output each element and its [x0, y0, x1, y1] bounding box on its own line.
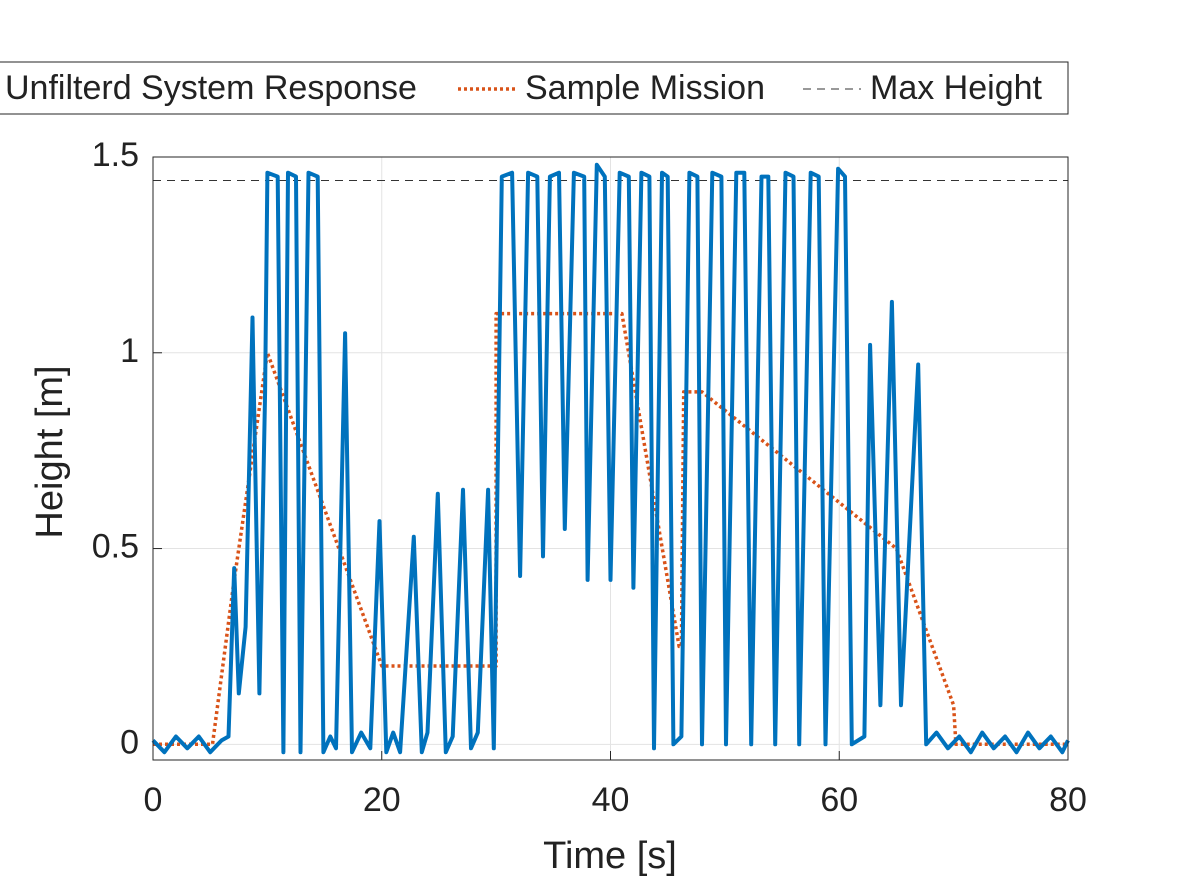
x-tick-label: 20	[363, 781, 401, 819]
series-line	[151, 162, 1070, 755]
x-tick-label: 0	[144, 781, 163, 819]
legend-label: Sample Mission	[525, 69, 765, 107]
legend-box	[0, 61, 1069, 115]
y-tick-label: 0.5	[92, 528, 139, 566]
y-tick-label: 0	[120, 723, 139, 761]
x-tick-label: 80	[1049, 781, 1087, 819]
legend-label: Unfilterd System Response	[5, 69, 417, 107]
y-tick-label: 1	[120, 332, 139, 370]
plot-frame	[152, 156, 1069, 761]
y-tick-label: 1.5	[92, 136, 139, 174]
x-axis-label: Time [s]	[543, 835, 677, 877]
x-tick-label: 40	[592, 781, 630, 819]
x-tick-label: 60	[820, 781, 858, 819]
legend: Unfilterd System Response Sample Mission M…	[0, 61, 1069, 115]
legend-label: Max Height	[870, 69, 1043, 107]
y-axis-label: Height [m]	[29, 365, 71, 538]
